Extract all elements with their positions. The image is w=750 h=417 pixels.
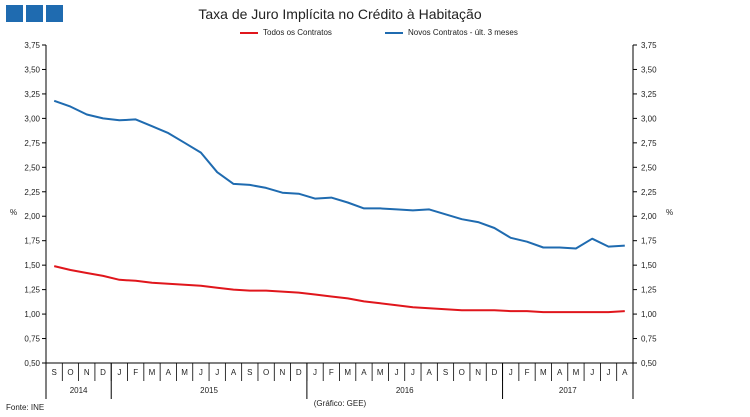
- y-tick-label-right: 1,00: [641, 310, 657, 319]
- x-tick-label: M: [377, 368, 384, 377]
- x-tick-label: J: [509, 368, 513, 377]
- y-tick-label-left: 2,75: [24, 139, 40, 148]
- x-tick-label: J: [117, 368, 121, 377]
- x-tick-label: A: [166, 368, 172, 377]
- x-tick-label: N: [280, 368, 286, 377]
- y-tick-label-right: 3,75: [641, 41, 657, 50]
- y-tick-label-left: 3,25: [24, 90, 40, 99]
- y-tick-label-right: 0,75: [641, 335, 657, 344]
- x-tick-label: A: [361, 368, 367, 377]
- x-tick-label: D: [492, 368, 498, 377]
- x-tick-label: M: [149, 368, 156, 377]
- y-axis-label-right: %: [666, 208, 673, 217]
- x-tick-label: M: [181, 368, 188, 377]
- y-tick-label-right: 1,25: [641, 286, 657, 295]
- legend-label-todos: Todos os Contratos: [263, 28, 332, 37]
- y-tick-label-left: 0,50: [24, 359, 40, 368]
- x-tick-label: O: [263, 368, 269, 377]
- y-tick-label-left: 3,00: [24, 114, 40, 123]
- y-tick-label-right: 3,50: [641, 65, 657, 74]
- y-tick-label-left: 1,25: [24, 286, 40, 295]
- x-tick-label: F: [329, 368, 334, 377]
- x-tick-label: J: [607, 368, 611, 377]
- legend-item-todos: Todos os Contratos: [240, 28, 332, 37]
- logo-square-icon: [26, 5, 43, 22]
- logo-square-icon: [6, 5, 23, 22]
- y-tick-label-right: 2,25: [641, 188, 657, 197]
- series-line-todos: [53, 265, 625, 314]
- year-label: 2015: [200, 386, 218, 395]
- x-tick-label: J: [411, 368, 415, 377]
- series-line-novos: [53, 99, 625, 250]
- x-tick-label: S: [247, 368, 252, 377]
- x-tick-label: A: [231, 368, 237, 377]
- legend-label-novos: Novos Contratos - últ. 3 meses: [408, 28, 518, 37]
- x-tick-label: F: [133, 368, 138, 377]
- y-tick-label-right: 3,25: [641, 90, 657, 99]
- x-tick-label: N: [475, 368, 481, 377]
- y-tick-label-right: 2,50: [641, 163, 657, 172]
- year-label: 2016: [396, 386, 414, 395]
- x-tick-label: J: [199, 368, 203, 377]
- x-tick-label: M: [344, 368, 351, 377]
- source-note: Fonte: INE: [6, 403, 45, 412]
- x-tick-label: J: [395, 368, 399, 377]
- x-tick-label: A: [427, 368, 433, 377]
- x-tick-label: A: [622, 368, 628, 377]
- x-tick-label: S: [443, 368, 448, 377]
- y-tick-label-right: 1,75: [641, 237, 657, 246]
- x-tick-label: O: [459, 368, 465, 377]
- y-tick-label-left: 1,50: [24, 261, 40, 270]
- x-tick-label: N: [84, 368, 90, 377]
- year-label: 2017: [559, 386, 577, 395]
- x-tick-label: F: [525, 368, 530, 377]
- y-tick-label-right: 3,00: [641, 114, 657, 123]
- x-tick-label: D: [100, 368, 106, 377]
- y-tick-label-left: 2,25: [24, 188, 40, 197]
- x-tick-label: A: [557, 368, 563, 377]
- legend-item-novos: Novos Contratos - últ. 3 meses: [385, 28, 518, 37]
- logo-square-icon: [46, 5, 63, 22]
- credit-note: (Gráfico: GEE): [313, 399, 367, 408]
- x-tick-label: O: [67, 368, 73, 377]
- x-tick-label: J: [590, 368, 594, 377]
- x-tick-label: J: [313, 368, 317, 377]
- chart-title: Taxa de Juro Implícita no Crédito à Habi…: [198, 6, 482, 22]
- year-label: 2014: [70, 386, 88, 395]
- legend-swatch-todos: [240, 31, 258, 34]
- x-tick-label: S: [51, 368, 56, 377]
- y-tick-label-right: 2,00: [641, 212, 657, 221]
- y-tick-label-left: 2,50: [24, 163, 40, 172]
- legend-swatch-novos: [385, 31, 403, 34]
- y-tick-label-left: 3,75: [24, 41, 40, 50]
- y-tick-label-right: 0,50: [641, 359, 657, 368]
- y-tick-label-right: 1,50: [641, 261, 657, 270]
- x-tick-label: M: [573, 368, 580, 377]
- x-tick-label: J: [215, 368, 219, 377]
- y-tick-label-left: 3,50: [24, 65, 40, 74]
- x-tick-label: M: [540, 368, 547, 377]
- y-tick-label-left: 2,00: [24, 212, 40, 221]
- y-tick-label-left: 0,75: [24, 335, 40, 344]
- y-tick-label-right: 2,75: [641, 139, 657, 148]
- x-tick-label: D: [296, 368, 302, 377]
- y-axis-label-left: %: [10, 208, 17, 217]
- y-tick-label-left: 1,00: [24, 310, 40, 319]
- y-tick-label-left: 1,75: [24, 237, 40, 246]
